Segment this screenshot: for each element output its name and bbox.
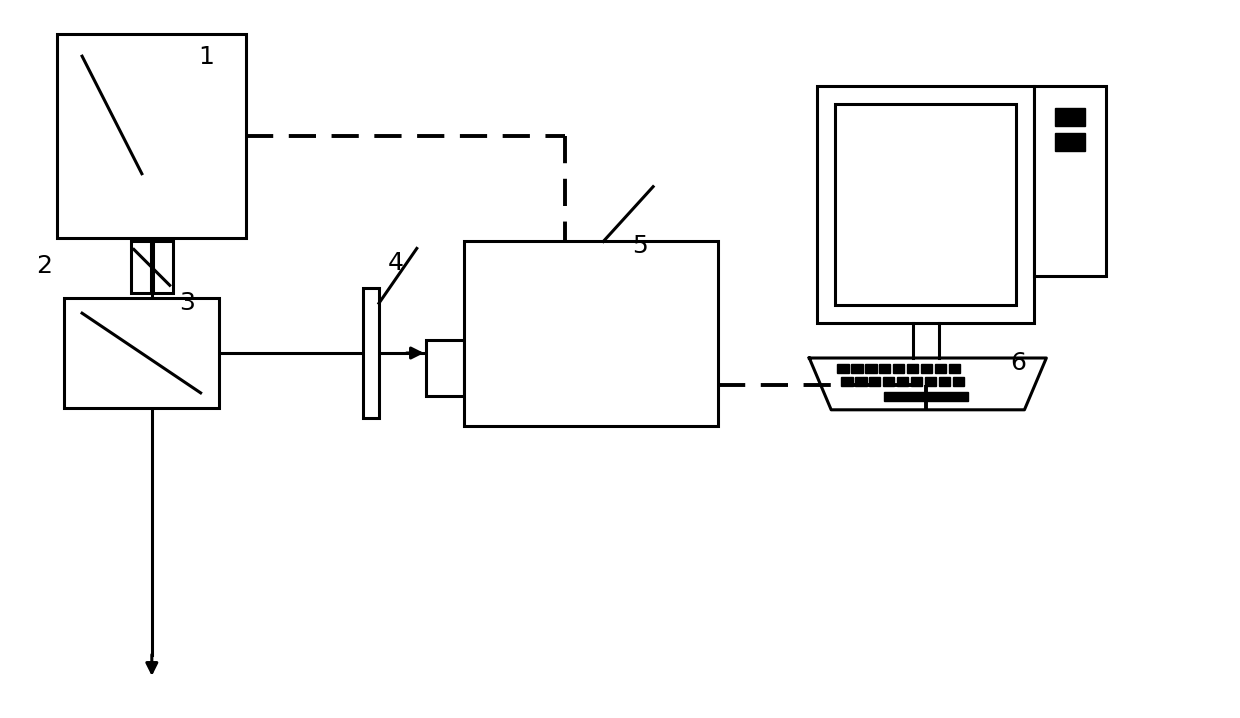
Text: 2: 2: [36, 254, 52, 279]
Text: 6: 6: [1011, 351, 1027, 375]
Bar: [817, 86, 1034, 323]
Bar: [856, 377, 867, 386]
Text: 1: 1: [198, 45, 215, 69]
Bar: [935, 364, 946, 373]
Bar: [1055, 108, 1085, 126]
Bar: [939, 377, 950, 386]
Bar: [911, 377, 923, 386]
Bar: [464, 241, 718, 426]
Bar: [153, 241, 172, 293]
Text: 3: 3: [179, 292, 195, 315]
Bar: [841, 377, 853, 386]
Bar: [131, 241, 151, 293]
Bar: [836, 104, 1017, 305]
Bar: [897, 377, 909, 386]
Text: 4: 4: [388, 251, 404, 276]
Bar: [57, 34, 247, 238]
Text: 5: 5: [632, 235, 647, 258]
Bar: [879, 364, 890, 373]
Bar: [425, 340, 464, 396]
Bar: [883, 377, 894, 386]
Bar: [1055, 133, 1085, 151]
Bar: [925, 377, 936, 386]
Bar: [921, 364, 932, 373]
Bar: [884, 392, 967, 401]
Bar: [952, 377, 965, 386]
Bar: [949, 364, 960, 373]
Bar: [906, 364, 919, 373]
Bar: [837, 364, 848, 373]
Bar: [363, 288, 379, 418]
Bar: [869, 377, 880, 386]
Bar: [1034, 86, 1106, 276]
Bar: [866, 364, 877, 373]
Bar: [893, 364, 904, 373]
Bar: [851, 364, 863, 373]
Bar: [64, 298, 218, 408]
